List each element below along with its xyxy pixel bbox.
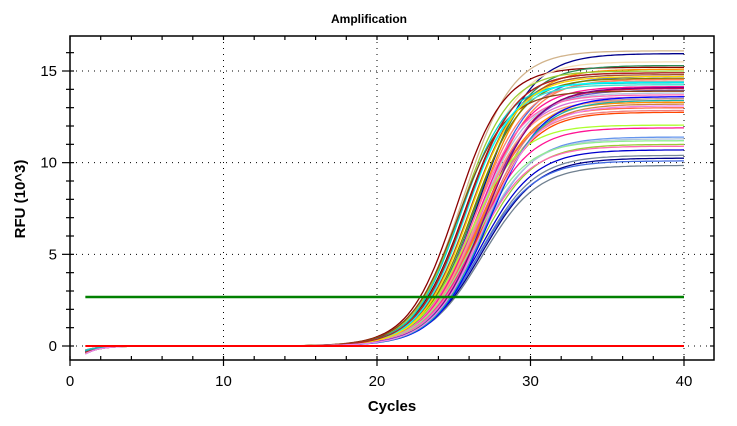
amplification-curve-A23[interactable]	[85, 97, 684, 353]
amplification-curve-A44[interactable]	[85, 81, 684, 352]
amplification-curve-A35[interactable]	[85, 143, 684, 354]
amplification-curve-A41[interactable]	[85, 164, 684, 351]
axis-ticks	[62, 36, 714, 366]
amplification-curve-A43[interactable]	[85, 96, 684, 353]
amplification-curve-A24[interactable]	[85, 99, 684, 352]
amplification-curve-A20[interactable]	[85, 92, 684, 353]
amplification-curve-A36[interactable]	[85, 145, 685, 353]
x-tick-label: 40	[676, 373, 693, 390]
amplification-curve-A47[interactable]	[85, 99, 684, 352]
amplification-curve-A34[interactable]	[85, 140, 684, 352]
amplification-curve-A38[interactable]	[85, 154, 684, 355]
amplification-curve-A10[interactable]	[85, 75, 684, 353]
plot-frame	[69, 35, 715, 361]
amplification-curve-A12[interactable]	[85, 78, 685, 354]
amplification-curve-A11[interactable]	[85, 77, 684, 351]
amplification-curve-A30[interactable]	[85, 124, 684, 353]
amplification-curve-A17[interactable]	[85, 87, 684, 352]
amplification-curve-A33[interactable]	[85, 138, 684, 353]
y-tick-label: 5	[49, 246, 57, 263]
amplification-curve-A27[interactable]	[85, 107, 685, 352]
amplification-curve-A32[interactable]	[85, 136, 684, 354]
x-tick-label: 0	[66, 373, 74, 390]
x-tick-label: 10	[215, 373, 232, 390]
x-tick-label: 30	[522, 373, 539, 390]
y-tick-label: 15	[40, 63, 57, 80]
x-axis-label: Cycles	[368, 398, 416, 415]
amplification-curve-A14[interactable]	[85, 82, 684, 352]
chart-title: Amplification	[331, 12, 407, 26]
amplification-curve-A39[interactable]	[85, 157, 684, 354]
amplification-curve-A9[interactable]	[85, 74, 684, 354]
amplification-curve-A37[interactable]	[85, 149, 685, 352]
y-tick-labels: 0 5 10 15	[40, 63, 57, 355]
amplification-curve-A22[interactable]	[85, 96, 684, 354]
amplification-curve-A15[interactable]	[85, 84, 684, 354]
amplification-curve-A21[interactable]	[85, 94, 684, 351]
x-tick-label: 20	[369, 373, 386, 390]
y-tick-label: 0	[49, 338, 57, 355]
grid	[70, 36, 714, 360]
amplification-curve-A13[interactable]	[85, 80, 684, 353]
amplification-curve-A6[interactable]	[85, 68, 684, 353]
series-layer	[85, 50, 685, 355]
x-tick-labels: 0 10 20 30 40	[66, 373, 693, 390]
amplification-curve-A42[interactable]	[85, 86, 684, 354]
y-axis-label: RFU (10^3)	[12, 160, 29, 239]
amplification-curve-A45[interactable]	[85, 75, 684, 354]
amplification-curve-A40[interactable]	[85, 160, 684, 353]
y-tick-label: 10	[40, 155, 57, 172]
